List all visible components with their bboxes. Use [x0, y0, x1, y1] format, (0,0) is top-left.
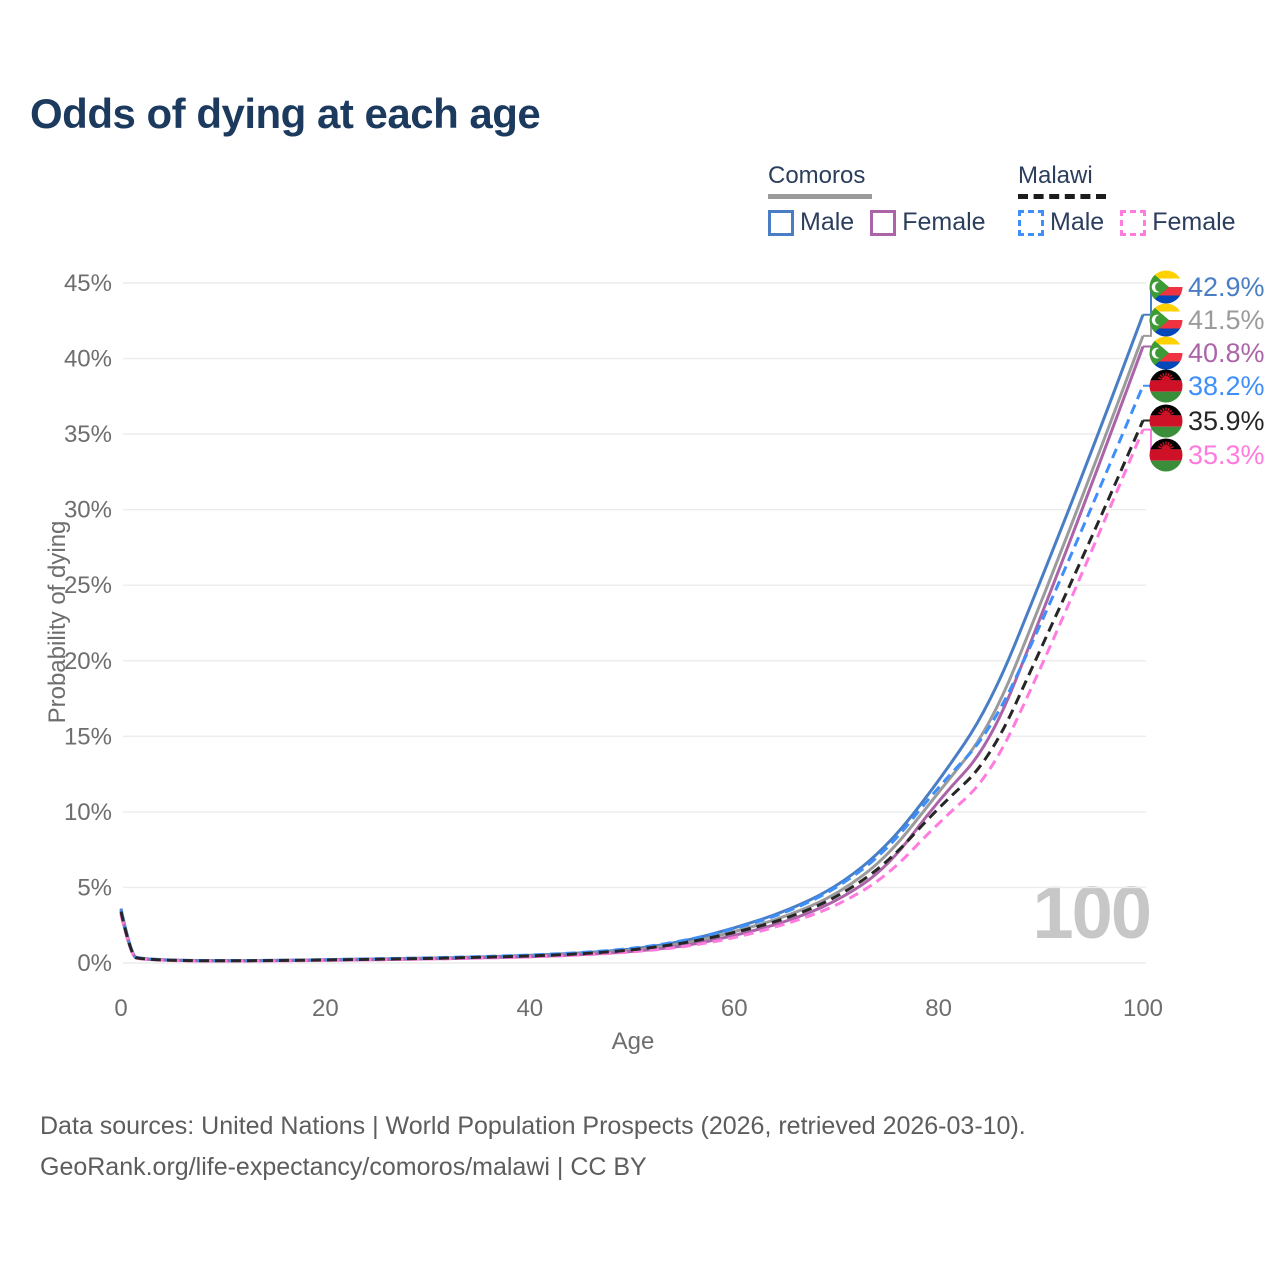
legend-item-comoros-male[interactable]: Male [768, 208, 854, 237]
y-tick-label: 25% [64, 572, 112, 599]
y-tick-label: 20% [64, 648, 112, 675]
end-label-comoros-both: 41.5% [1149, 303, 1265, 337]
series-line-comoros-female[interactable] [119, 345, 1145, 963]
source-line: GeoRank.org/life-expectancy/comoros/mala… [40, 1152, 647, 1181]
legend-group-comoros: Comoros Male Female [768, 162, 986, 237]
comoros-flag-icon [1149, 303, 1183, 337]
x-tick-label: 20 [312, 995, 339, 1022]
legend-item-malawi-male[interactable]: Male [1018, 208, 1104, 237]
legend-group-malawi: Malawi Male Female [1018, 162, 1236, 237]
legend-dashed-line-sample [1018, 194, 1106, 199]
page-title: Odds of dying at each age [30, 90, 541, 137]
series-line-comoros-both[interactable] [119, 335, 1145, 963]
series-line-malawi-male[interactable] [119, 385, 1145, 963]
end-label-malawi-female: 35.3% [1149, 438, 1265, 472]
y-tick-label: 15% [64, 723, 112, 750]
end-label-value: 35.3% [1188, 439, 1265, 470]
y-tick-label: 30% [64, 497, 112, 524]
legend-item-label: Male [1050, 208, 1105, 236]
legend-country-label: Malawi [1018, 162, 1093, 189]
x-axis-title: Age [611, 1028, 655, 1055]
end-label-value: 40.8% [1188, 337, 1265, 368]
legend-item-label: Female [902, 208, 986, 236]
malawi-flag-icon [1149, 438, 1183, 472]
legend-item-label: Male [800, 208, 855, 236]
malawi-flag-icon [1149, 369, 1183, 403]
y-tick-label: 5% [77, 874, 112, 901]
end-label-value: 38.2% [1188, 370, 1265, 401]
malawi-flag-icon [1149, 404, 1183, 438]
source-line: Data sources: United Nations | World Pop… [40, 1112, 1026, 1140]
end-label-value: 35.9% [1188, 405, 1265, 436]
end-label-value: 42.9% [1188, 271, 1265, 302]
legend-item-malawi-female[interactable]: Female [1120, 208, 1236, 237]
legend-item-label: Female [1152, 208, 1236, 236]
comoros-flag-icon [1149, 336, 1183, 370]
x-tick-label: 80 [925, 995, 952, 1022]
y-tick-label: 35% [64, 421, 112, 448]
comoros-flag-icon [1149, 270, 1183, 304]
y-tick-label: 45% [64, 270, 112, 297]
series-line-comoros-male[interactable] [119, 314, 1145, 963]
x-tick-label: 60 [721, 995, 748, 1022]
legend-items-malawi: Male Female [1018, 208, 1236, 237]
legend-swatch [1120, 209, 1147, 236]
legend-swatch [870, 209, 897, 236]
source-attribution: Data sources: United Nations | World Pop… [40, 1106, 1026, 1187]
legend-country-label: Comoros [768, 162, 866, 189]
end-label-comoros-male: 42.9% [1149, 270, 1265, 304]
y-tick-label: 0% [77, 950, 112, 977]
end-label-value: 41.5% [1188, 304, 1265, 335]
legend-swatch [768, 209, 794, 236]
y-tick-label: 10% [64, 799, 112, 826]
end-label-malawi-male: 38.2% [1149, 369, 1265, 403]
legend-swatch [1018, 209, 1044, 236]
x-tick-label: 40 [516, 995, 543, 1022]
x-tick-label: 100 [1123, 995, 1163, 1022]
end-label-comoros-female: 40.8% [1149, 336, 1265, 370]
x-tick-label: 0 [114, 995, 127, 1022]
legend-items-comoros: Male Female [768, 208, 986, 237]
legend-item-comoros-female[interactable]: Female [870, 208, 986, 237]
end-label-malawi-both: 35.9% [1149, 404, 1265, 438]
y-tick-label: 40% [64, 346, 112, 373]
series-line-malawi-both[interactable] [119, 419, 1145, 963]
legend-solid-line-sample [768, 194, 872, 199]
